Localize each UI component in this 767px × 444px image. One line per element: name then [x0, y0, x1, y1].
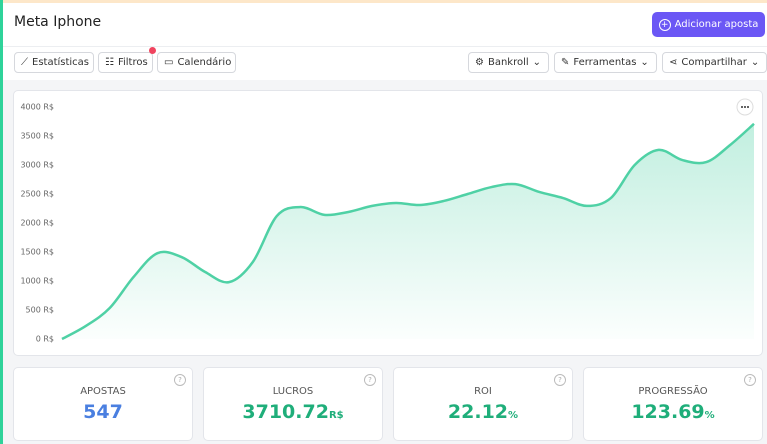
number: 547 [83, 401, 123, 423]
stats-button[interactable]: ⟋ Estatísticas [14, 52, 94, 73]
button-label: Estatísticas [32, 57, 90, 68]
calendar-button[interactable]: ▭ Calendário [157, 52, 236, 73]
chevron: ⌄ [532, 57, 542, 68]
stat-value: 123.69% [584, 401, 762, 423]
line [61, 122, 755, 341]
plus-icon: + [658, 18, 671, 31]
stat-card: ? PROGRESSÃO 123.69% [583, 367, 763, 441]
unit: % [508, 410, 519, 421]
unit: % [704, 410, 715, 421]
button-label: Bankroll [487, 57, 529, 68]
unit: R$ [328, 410, 344, 421]
y-tick-label: 0 R$ [36, 335, 54, 344]
share-button[interactable]: ⋖ Compartilhar ⌄ [662, 52, 767, 73]
top-accent [0, 0, 767, 3]
icon: ▭ [164, 57, 174, 68]
icon: ⟋ [21, 57, 28, 68]
y-tick-label: 4000 R$ [20, 103, 54, 112]
menu-button[interactable] [736, 98, 754, 116]
chevron: ⌄ [640, 57, 649, 68]
help-icon[interactable]: ? [174, 374, 186, 386]
tools-button[interactable]: ✎ Ferramentas ⌄ [554, 52, 657, 73]
icon: ✎ [561, 57, 570, 68]
area-fill [62, 123, 754, 339]
y-tick-label: 1500 R$ [20, 248, 54, 257]
icon: ⋖ [669, 57, 678, 68]
side-accent [0, 0, 3, 444]
filter-dot [149, 47, 156, 54]
help-icon[interactable]: ? [364, 374, 376, 386]
stat-value: 547 [14, 401, 192, 423]
y-tick-label: 2500 R$ [20, 190, 54, 199]
y-tick-label: 2000 R$ [20, 219, 54, 228]
divider [3, 46, 767, 47]
stat-label: APOSTAS [80, 386, 126, 397]
stat-card: ? APOSTAS 547 [13, 367, 193, 441]
y-tick-label: 3000 R$ [20, 161, 54, 170]
help-icon[interactable]: ? [554, 374, 566, 386]
y-tick-label: 1000 R$ [20, 277, 54, 286]
stat-value: 22.12% [394, 401, 572, 423]
y-tick-label: 3500 R$ [20, 132, 54, 141]
icon: ⚙ [475, 57, 484, 68]
number: 22.12 [447, 401, 509, 423]
stat-card: ? LUCROS 3710.72R$ [203, 367, 383, 441]
stat-value: 3710.72R$ [204, 401, 382, 423]
number: 3710.72 [242, 401, 329, 423]
button-label: Filtros [117, 57, 148, 68]
stat-card: ? ROI 22.12% [393, 367, 573, 441]
chevron: ⌄ [750, 57, 760, 68]
number: 123.69 [631, 401, 705, 423]
page-title: Meta Iphone [14, 14, 102, 30]
add-bet-button[interactable]: + Adicionar aposta [652, 12, 765, 37]
y-tick-label: 500 R$ [26, 306, 54, 315]
button-label: Calendário [177, 57, 232, 68]
button-label: Compartilhar [681, 57, 747, 68]
bankroll-button[interactable]: ⚙ Bankroll ⌄ [468, 52, 549, 73]
icon: ☷ [105, 57, 114, 68]
stat-label: ROI [474, 386, 492, 397]
stat-label: PROGRESSÃO [638, 386, 708, 397]
stat-label: LUCROS [272, 386, 314, 397]
help-icon[interactable]: ? [744, 374, 756, 386]
button-label: Ferramentas [573, 57, 637, 68]
filters-button[interactable]: ☷ Filtros [98, 52, 153, 73]
add-bet-label: Adicionar aposta [674, 19, 759, 30]
